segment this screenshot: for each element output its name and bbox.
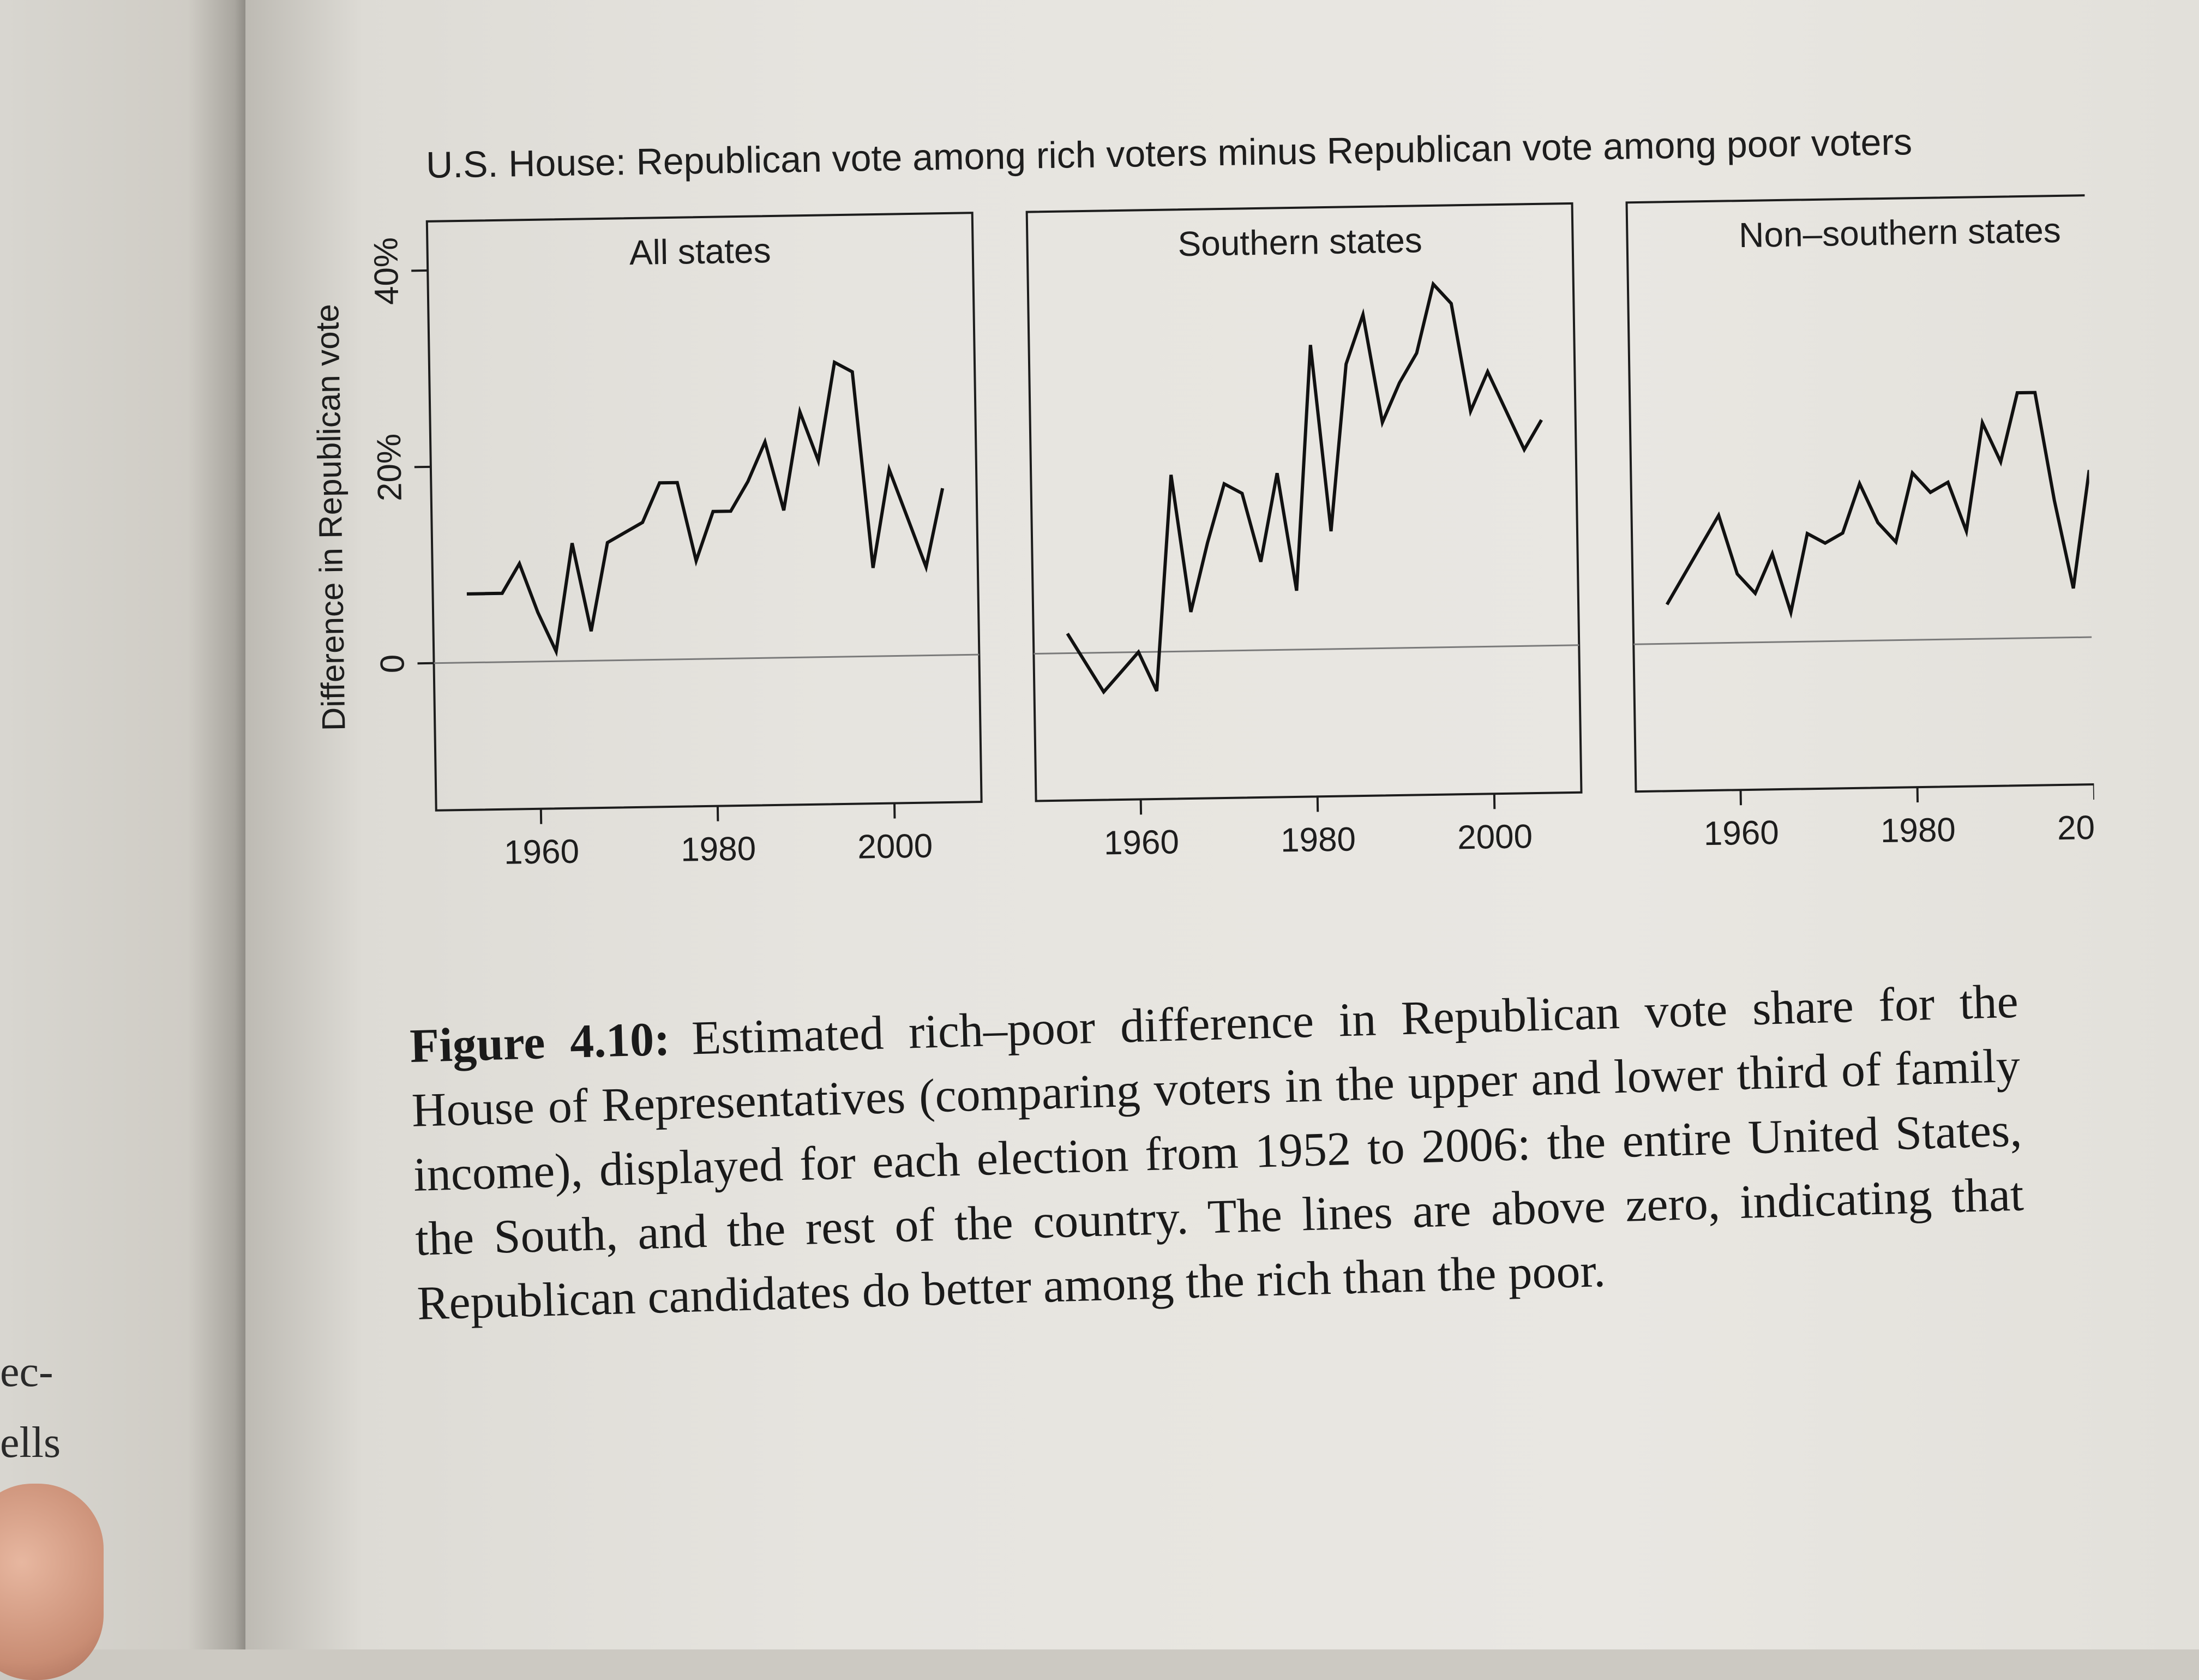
zero-reference-line xyxy=(1633,636,2096,645)
caption-label: Figure 4.10: xyxy=(409,1013,670,1073)
panel-1: All states 1960 1980 2000 xyxy=(427,213,983,873)
panel-frame xyxy=(1627,194,2096,792)
panel-title: Non–southern states xyxy=(1739,211,2062,255)
y-tick-label: 20% xyxy=(370,433,409,501)
panel-title: Southern states xyxy=(1177,220,1422,263)
series-line xyxy=(1062,283,1546,693)
y-axis: 0 20% 40% xyxy=(367,237,434,674)
x-tick-label: 2000 xyxy=(857,827,933,866)
left-page-text-fragment: ells xyxy=(0,1418,61,1468)
y-tick-label: 40% xyxy=(367,237,406,305)
x-tick-label: 1960 xyxy=(1703,814,1779,853)
x-tick-label: 1960 xyxy=(1103,823,1179,862)
y-tick-label: 0 xyxy=(374,654,412,674)
small-multiples-line-chart: U.S. House: Republican vote among rich v… xyxy=(284,97,2096,971)
panels: All states 1960 1980 2000 Southern states 196… xyxy=(427,194,2096,873)
x-tick-label: 1980 xyxy=(1880,811,1956,850)
chart-title: U.S. House: Republican vote among rich v… xyxy=(426,121,1913,186)
y-axis-label: Difference in Republican vote xyxy=(309,304,352,731)
figure-caption: Figure 4.10:Estimated rich–poor differen… xyxy=(409,970,2026,1336)
zero-reference-line xyxy=(434,655,980,663)
panel-frame xyxy=(1027,203,1582,801)
left-page: ec- ells xyxy=(0,0,235,1649)
panel-frame xyxy=(427,213,982,811)
panel-2: Southern states 1960 1980 2000 xyxy=(1027,203,1583,863)
thumb xyxy=(0,1484,104,1680)
figure: U.S. House: Republican vote among rich v… xyxy=(284,97,2096,971)
x-tick-label: 2000 xyxy=(1457,818,1533,856)
series-line xyxy=(1664,391,2096,615)
x-tick-label: 1980 xyxy=(1281,820,1356,859)
panel-3: Non–southern states 1960 1980 2000 xyxy=(1627,194,2096,854)
x-tick-label: 2000 xyxy=(2057,808,2096,847)
panel-title: All states xyxy=(629,231,771,272)
series-line xyxy=(463,361,945,653)
left-page-text-fragment: ec- xyxy=(0,1347,53,1397)
zero-reference-line xyxy=(1034,645,1579,654)
x-tick-label: 1980 xyxy=(681,830,756,869)
x-tick-label: 1960 xyxy=(504,833,580,872)
